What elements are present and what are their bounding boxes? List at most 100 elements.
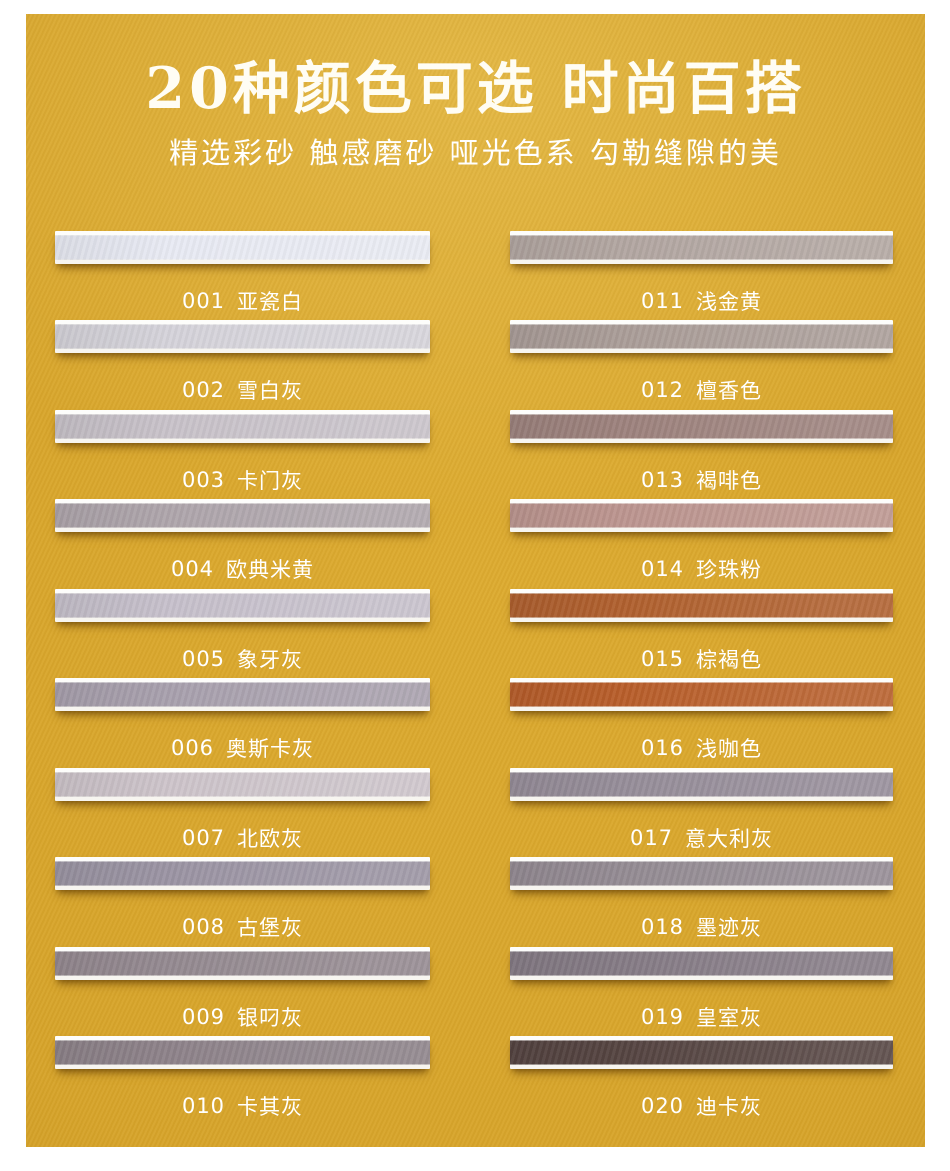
swatch-name: 墨迹灰 xyxy=(696,916,763,941)
swatch-code: 016 xyxy=(640,736,685,761)
swatch-label: 013 褐啡色 xyxy=(510,467,893,493)
swatch-code: 001 xyxy=(181,288,226,313)
swatch-name: 象牙灰 xyxy=(237,647,304,672)
swatch-label: 012 檀香色 xyxy=(510,378,893,403)
swatch-label: 019 皇室灰 xyxy=(510,1004,893,1030)
swatch-row: 003 卡门灰 xyxy=(55,409,430,493)
swatch-row: 001 亚瓷白 xyxy=(55,230,430,314)
swatch-row: 018 墨迹灰 xyxy=(510,857,893,940)
color-bar xyxy=(510,857,893,891)
swatch-row: 005 象牙灰 xyxy=(55,588,430,672)
swatch-label: 003 卡门灰 xyxy=(55,467,430,493)
color-bar xyxy=(510,946,893,980)
swatch-label: 015 棕褐色 xyxy=(510,646,893,672)
swatch-grid: 001 亚瓷白 002 雪白灰 003 卡门灰 004 欧典米黄 005 象牙灰 xyxy=(26,230,925,1119)
swatch-label: 018 墨迹灰 xyxy=(510,915,893,940)
swatch-name: 皇室灰 xyxy=(696,1005,763,1030)
color-bar xyxy=(55,946,430,980)
swatch-row: 007 北欧灰 xyxy=(55,767,430,851)
color-bar xyxy=(55,499,430,533)
swatch-name: 浅金黄 xyxy=(696,289,763,314)
header: 20种颜色可选 时尚百搭 精选彩砂 触感磨砂 哑光色系 勾勒缝隙的美 xyxy=(26,55,925,171)
swatch-name: 银叼灰 xyxy=(237,1005,304,1030)
swatch-row: 014 珍珠粉 xyxy=(510,499,893,582)
page-title: 20种颜色可选 时尚百搭 xyxy=(145,55,806,122)
swatch-code: 018 xyxy=(640,915,685,940)
swatch-name: 棕褐色 xyxy=(696,647,763,672)
color-bar xyxy=(510,1036,893,1070)
swatch-name: 雪白灰 xyxy=(237,379,304,404)
swatch-name: 古堡灰 xyxy=(237,916,304,941)
swatch-row: 009 银叼灰 xyxy=(55,946,430,1030)
color-bar xyxy=(510,230,893,264)
color-bar xyxy=(510,588,893,622)
swatch-code: 006 xyxy=(170,736,215,761)
swatch-code: 009 xyxy=(181,1004,226,1029)
color-bar xyxy=(510,409,893,443)
color-bar xyxy=(55,409,430,443)
swatch-code: 015 xyxy=(640,646,685,671)
swatch-name: 卡门灰 xyxy=(237,468,304,493)
swatch-row: 015 棕褐色 xyxy=(510,588,893,672)
swatch-name: 浅咖色 xyxy=(696,737,763,762)
swatch-code: 013 xyxy=(640,467,685,492)
swatch-name: 奥斯卡灰 xyxy=(226,737,315,762)
swatch-name: 亚瓷白 xyxy=(237,289,304,314)
swatch-code: 020 xyxy=(640,1094,685,1119)
swatch-row: 008 古堡灰 xyxy=(55,857,430,940)
swatch-code: 014 xyxy=(640,557,685,582)
swatch-row: 013 褐啡色 xyxy=(510,409,893,493)
color-bar xyxy=(510,320,893,354)
swatch-row: 004 欧典米黄 xyxy=(55,499,430,582)
color-bar xyxy=(55,678,430,712)
swatch-code: 008 xyxy=(181,915,226,940)
swatch-code: 017 xyxy=(629,825,674,850)
swatch-code: 002 xyxy=(181,378,226,403)
swatch-label: 004 欧典米黄 xyxy=(55,557,430,582)
swatch-row: 016 浅咖色 xyxy=(510,678,893,761)
swatch-label: 020 迪卡灰 xyxy=(510,1094,893,1119)
swatch-label: 017 意大利灰 xyxy=(510,825,893,851)
swatch-label: 001 亚瓷白 xyxy=(55,288,430,314)
swatch-code: 005 xyxy=(181,646,226,671)
color-bar xyxy=(55,230,430,264)
swatch-row: 017 意大利灰 xyxy=(510,767,893,851)
swatch-row: 012 檀香色 xyxy=(510,320,893,403)
swatch-label: 016 浅咖色 xyxy=(510,736,893,761)
swatch-name: 珍珠粉 xyxy=(696,558,763,583)
swatch-label: 007 北欧灰 xyxy=(55,825,430,851)
swatch-column-right: 011 浅金黄 012 檀香色 013 褐啡色 014 珍珠粉 015 棕褐色 xyxy=(510,230,893,1119)
swatch-row: 006 奥斯卡灰 xyxy=(55,678,430,761)
swatch-name: 褐啡色 xyxy=(696,468,763,493)
swatch-label: 002 雪白灰 xyxy=(55,378,430,403)
swatch-label: 008 古堡灰 xyxy=(55,915,430,940)
color-bar xyxy=(510,678,893,712)
page-subtitle: 精选彩砂 触感磨砂 哑光色系 勾勒缝隙的美 xyxy=(169,136,782,171)
swatch-row: 010 卡其灰 xyxy=(55,1036,430,1119)
swatch-row: 020 迪卡灰 xyxy=(510,1036,893,1119)
color-bar xyxy=(55,1036,430,1070)
swatch-name: 欧典米黄 xyxy=(226,558,315,583)
swatch-code: 004 xyxy=(170,557,215,582)
swatch-name: 北欧灰 xyxy=(237,826,304,851)
product-panel: 20种颜色可选 时尚百搭 精选彩砂 触感磨砂 哑光色系 勾勒缝隙的美 001 亚… xyxy=(26,14,925,1147)
swatch-code: 007 xyxy=(181,825,226,850)
swatch-label: 006 奥斯卡灰 xyxy=(55,736,430,761)
swatch-code: 019 xyxy=(640,1004,685,1029)
swatch-code: 011 xyxy=(640,288,685,313)
swatch-row: 019 皇室灰 xyxy=(510,946,893,1030)
swatch-row: 002 雪白灰 xyxy=(55,320,430,403)
swatch-name: 檀香色 xyxy=(696,379,763,404)
swatch-label: 005 象牙灰 xyxy=(55,646,430,672)
color-bar xyxy=(510,499,893,533)
color-bar xyxy=(510,767,893,801)
swatch-code: 003 xyxy=(181,467,226,492)
swatch-name: 意大利灰 xyxy=(685,826,774,851)
swatch-label: 014 珍珠粉 xyxy=(510,557,893,582)
color-bar xyxy=(55,767,430,801)
swatch-name: 迪卡灰 xyxy=(696,1095,763,1120)
color-bar xyxy=(55,857,430,891)
swatch-row: 011 浅金黄 xyxy=(510,230,893,314)
color-bar xyxy=(55,320,430,354)
